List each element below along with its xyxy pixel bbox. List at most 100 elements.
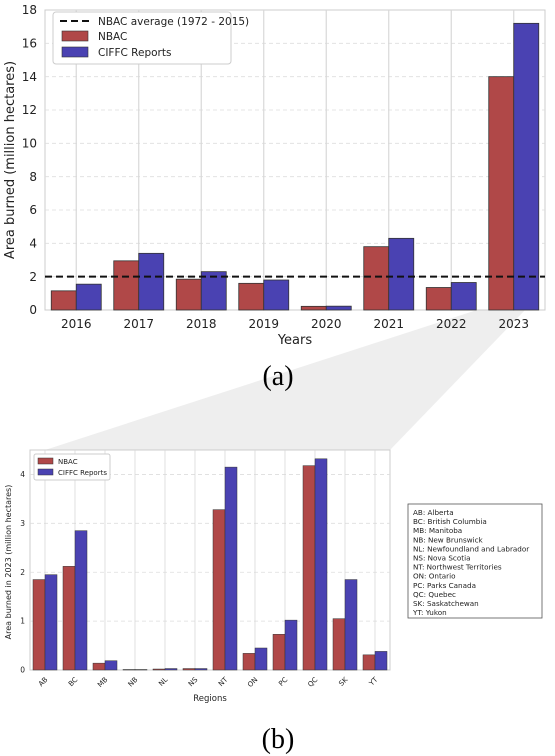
bar-ciffc-reports-2020	[325, 305, 352, 311]
x-axis-label-a: Years	[277, 333, 313, 348]
bar-ciffc-reports-2023	[513, 22, 540, 311]
region-key-entry: YT: Yukon	[412, 608, 447, 617]
region-key-entry: NL: Newfoundland and Labrador	[413, 544, 529, 553]
region-key-border	[407, 503, 543, 619]
bar-nbac-2021	[363, 246, 390, 311]
y-axis-label-a: Area burned (million hectares)	[3, 61, 18, 259]
bar-nbac-nb	[122, 669, 136, 671]
plot-area-b	[29, 449, 391, 671]
x-tick-label: MB	[96, 676, 109, 689]
x-tick-label: ON	[246, 676, 259, 689]
legend-label-nbac-a: NBAC	[98, 31, 127, 43]
legend-swatch-nbac-b	[37, 457, 54, 465]
bar-nbac-nt	[212, 509, 226, 671]
bar-ciffc-reports-nb	[134, 669, 148, 671]
x-axis-label-b: Regions	[193, 694, 227, 704]
x-tick-label: NT	[217, 675, 230, 688]
legend-swatch-ciffc-a	[61, 46, 89, 58]
y-tick-label: 4	[29, 237, 37, 251]
legend-label-ciffc-b: CIFFC Reports	[58, 469, 107, 477]
x-tick-label: 2023	[498, 317, 529, 331]
bar-nbac-2020	[300, 305, 327, 311]
bar-nbac-2023	[488, 76, 515, 311]
y-tick-label: 0	[29, 303, 37, 317]
x-tick-label: 2021	[373, 317, 404, 331]
bar-nbac-on	[242, 653, 256, 671]
x-tick-label: 2017	[123, 317, 154, 331]
bar-ciffc-reports-ns	[194, 668, 208, 671]
bar-ciffc-reports-2016	[75, 283, 102, 311]
region-key-entry: QC: Quebec	[413, 590, 456, 599]
bar-ciffc-reports-qc	[314, 458, 328, 671]
y-tick-label: 0	[20, 666, 25, 675]
x-tick-label: SK	[337, 675, 349, 687]
bar-nbac-ns	[182, 668, 196, 671]
legend-a: NBAC average (1972 - 2015) NBAC CIFFC Re…	[52, 11, 249, 65]
x-tick-label: QC	[306, 676, 319, 689]
x-tick-label: NL	[157, 676, 169, 688]
region-key-entry: NT: Northwest Territories	[413, 563, 502, 572]
legend-b: NBAC CIFFC Reports	[33, 453, 111, 481]
bar-ciffc-reports-on	[254, 647, 268, 671]
bar-ciffc-reports-yt	[374, 651, 388, 671]
y-tick-label: 2	[29, 270, 37, 284]
y-tick-label: 6	[29, 203, 37, 217]
region-key-entry: NS: Nova Scotia	[413, 554, 471, 563]
panel-label-a: (a)	[262, 361, 293, 392]
x-tick-label: 2022	[436, 317, 467, 331]
bar-ciffc-reports-nt	[224, 466, 238, 671]
y-tick-label: 2	[20, 568, 25, 577]
region-key-entry: NB: New Brunswick	[413, 535, 484, 544]
y-tick-label: 10	[22, 137, 37, 151]
bar-ciffc-reports-2021	[388, 237, 415, 311]
legend-label-reference: NBAC average (1972 - 2015)	[98, 16, 249, 28]
bar-nbac-sk	[332, 618, 346, 671]
region-key-entry: SK: Saskatchewan	[413, 599, 479, 608]
bar-nbac-2017	[113, 260, 140, 311]
chart-panel-b: 0 1 2 3 4 AB BC MB NB NL NS NT ON PC QC SK YT Area burn…	[4, 449, 543, 755]
bar-ciffc-reports-2017	[138, 252, 165, 311]
x-tick-label: NS	[187, 675, 200, 688]
y-tick-label: 14	[22, 70, 37, 84]
legend-box-a	[52, 11, 232, 65]
bar-ciffc-reports-sk	[344, 579, 358, 671]
x-tick-label: AB	[37, 676, 50, 689]
y-tick-label: 3	[20, 519, 25, 528]
legend-swatch-ciffc-b	[37, 468, 54, 476]
bar-ciffc-reports-2019	[263, 279, 290, 311]
bar-ciffc-reports-mb	[104, 660, 118, 671]
y-tick-label: 4	[20, 470, 25, 479]
bar-nbac-nl	[152, 668, 166, 671]
x-tick-label: BC	[67, 676, 80, 689]
y-tick-label: 12	[22, 103, 37, 117]
bar-nbac-2018	[175, 278, 202, 311]
x-tick-label: PC	[277, 676, 289, 688]
bar-nbac-ab	[32, 579, 46, 671]
y-tick-label: 1	[20, 617, 25, 626]
x-tick-label: 2016	[61, 317, 92, 331]
x-tick-label: YT	[367, 675, 380, 688]
bar-ciffc-reports-pc	[284, 619, 298, 671]
bar-ciffc-reports-2018	[200, 271, 227, 311]
x-tick-label: 2019	[248, 317, 279, 331]
bar-nbac-pc	[272, 634, 286, 671]
y-axis-label-b: Area burned in 2023 (million hectares)	[4, 485, 13, 640]
region-key-entry: MB: Manitoba	[413, 526, 462, 535]
legend-label-ciffc-a: CIFFC Reports	[98, 47, 171, 59]
region-key-entry: BC: British Columbia	[413, 517, 487, 526]
bar-ciffc-reports-2022	[450, 282, 477, 311]
bar-nbac-2019	[238, 282, 265, 311]
legend-swatch-nbac-a	[61, 30, 89, 42]
bar-nbac-2016	[50, 290, 77, 311]
x-tick-label: NB	[127, 676, 140, 689]
bar-ciffc-reports-bc	[74, 530, 88, 671]
bar-ciffc-reports-ab	[44, 574, 58, 671]
bar-nbac-qc	[302, 465, 316, 671]
zoom-connector	[45, 310, 525, 450]
chart-panel-a: 0 2 4 6 8 10 12 14 16 18 2016 2017 2018 2019 2020 2021…	[3, 3, 546, 392]
region-key-entry: PC: Parks Canada	[413, 581, 476, 590]
bar-nbac-bc	[62, 566, 76, 671]
legend-label-nbac-b: NBAC	[58, 458, 78, 466]
